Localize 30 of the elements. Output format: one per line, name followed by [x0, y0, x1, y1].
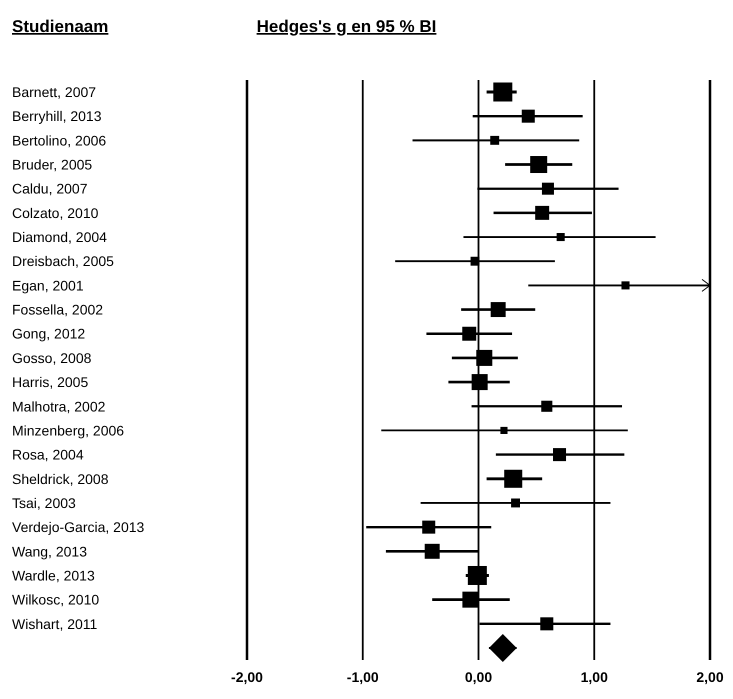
- y-tick-label: Gong, 2012: [12, 326, 86, 342]
- y-axis-title: Studienaam: [12, 17, 108, 36]
- x-tick-label: 2,00: [696, 669, 724, 685]
- y-tick-label: Verdejo-Garcia, 2013: [12, 519, 145, 536]
- y-tick-label: Minzenberg, 2006: [12, 422, 124, 438]
- y-tick-label: Caldu, 2007: [12, 180, 88, 197]
- y-tick-label: Tsai, 2003: [12, 494, 76, 511]
- y-tick-label: Gosso, 2008: [12, 350, 92, 366]
- y-tick-label: Wishart, 2011: [12, 616, 98, 632]
- y-tick-label: Sheldrick, 2008: [12, 470, 109, 487]
- x-tick-label: 0,00: [464, 669, 492, 685]
- y-tick-label: Egan, 2001: [12, 277, 84, 294]
- y-tick-label: Harris, 2005: [12, 374, 88, 390]
- x-tick-label: -1,00: [346, 669, 379, 685]
- y-tick-label: Fossella, 2002: [12, 302, 104, 318]
- y-tick-label: Berryhill, 2013: [12, 108, 102, 124]
- y-tick-label: Diamond, 2004: [12, 229, 108, 246]
- y-tick-label: Malhotra, 2002: [12, 398, 106, 414]
- x-tick-label: -2,00: [231, 669, 264, 685]
- y-tick-label: Barnett, 2007: [12, 84, 96, 100]
- chart-title: Hedges's g en 95 % BI: [256, 17, 436, 36]
- x-tick-label: 1,00: [580, 669, 608, 685]
- y-tick-label: Colzato, 2010: [12, 204, 99, 221]
- y-tick-label: Rosa, 2004: [12, 446, 84, 463]
- y-tick-label: Bertolino, 2006: [12, 132, 106, 148]
- y-tick-label: Wang, 2013: [12, 543, 88, 560]
- y-tick-label: Bruder, 2005: [12, 156, 92, 173]
- y-tick-label: Wardle, 2013: [12, 567, 95, 584]
- y-tick-label: Wilkosc, 2010: [12, 592, 100, 608]
- y-tick-label: Dreisbach, 2005: [12, 253, 114, 270]
